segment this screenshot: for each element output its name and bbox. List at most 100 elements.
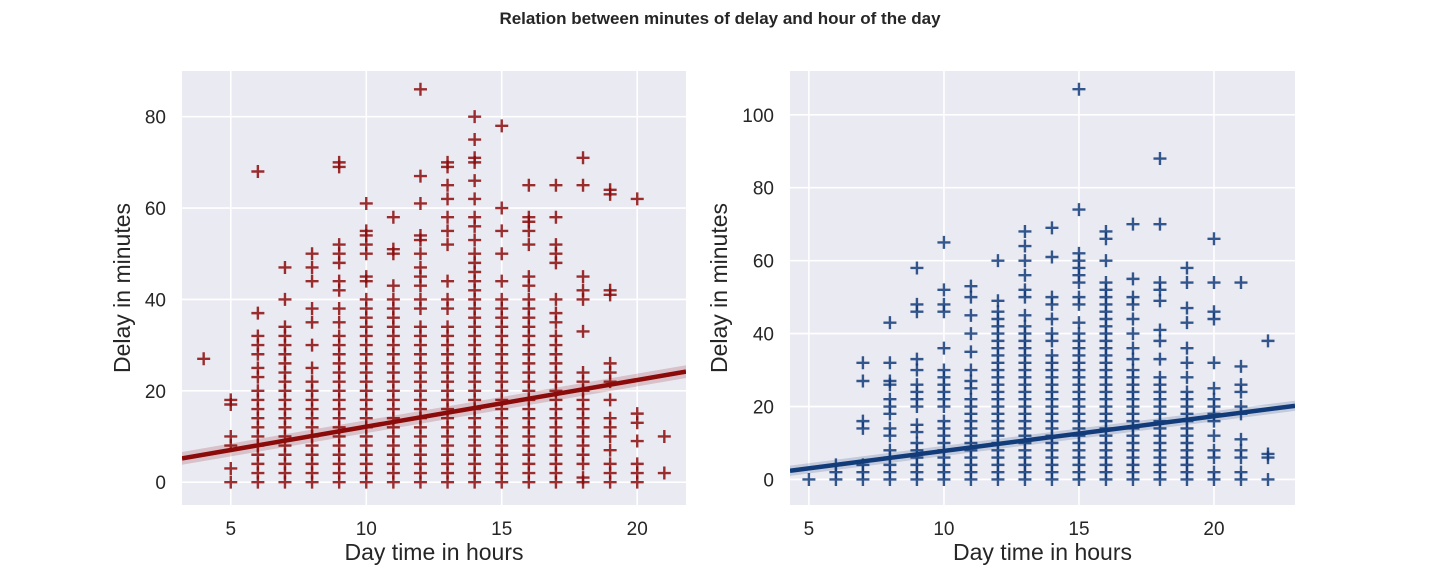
scatter-point (1180, 301, 1194, 315)
plot-background (790, 71, 1295, 505)
y-axis-label: Delay in minutes (706, 203, 732, 373)
trend-line (182, 369, 686, 461)
x-tick-label: 5 (804, 519, 815, 540)
scatter-point (883, 316, 897, 330)
scatter-point (468, 233, 482, 247)
scatter-point (495, 119, 509, 133)
scatter-point (1207, 356, 1221, 370)
scatter-point (1153, 294, 1167, 308)
scatter-point (305, 315, 319, 329)
scatter-point (630, 457, 644, 471)
scatter-point (937, 297, 951, 311)
y-tick-label: 60 (753, 252, 774, 273)
marks-layer (790, 82, 1295, 486)
scatter-point (468, 174, 482, 188)
scatter-point (883, 356, 897, 370)
scatter-point (910, 352, 924, 366)
scatter-point (1126, 352, 1140, 366)
scatter-point (1126, 363, 1140, 377)
scatter-point (359, 196, 373, 210)
scatter-point (1207, 305, 1221, 319)
scatter-point (359, 292, 373, 306)
y-tick-label: 20 (753, 398, 774, 419)
x-axis-label: Day time in hours (345, 539, 524, 565)
scatter-point (910, 436, 924, 450)
scatter-point (1045, 290, 1059, 304)
scatter-point (991, 294, 1005, 308)
scatter-point (495, 224, 509, 238)
scatter-point (305, 375, 319, 389)
scatter-point (251, 361, 265, 375)
scatter-point (332, 302, 346, 316)
scatter-point (441, 178, 455, 192)
scatter-point (1018, 319, 1032, 333)
scatter-point (1180, 261, 1194, 275)
scatter-point (305, 302, 319, 316)
scatter-point (413, 82, 427, 96)
scatter-point (1234, 432, 1248, 446)
scatter-point (1153, 334, 1167, 348)
scatter-point (964, 374, 978, 388)
scatter-point (991, 254, 1005, 268)
scatter-point (441, 292, 455, 306)
scatter-point (603, 443, 617, 457)
scatter-point (883, 374, 897, 388)
scatter-point (1099, 254, 1113, 268)
scatter-point (1207, 381, 1221, 395)
scatter-point (576, 471, 590, 485)
scatter-point (576, 178, 590, 192)
scatter-point (1180, 276, 1194, 290)
scatter-point (603, 411, 617, 425)
scatter-point (386, 210, 400, 224)
scatter-point (1126, 272, 1140, 286)
scatter-point (910, 261, 924, 275)
y-axis-label: Delay in minutes (109, 203, 135, 373)
x-tick-label: 10 (933, 519, 954, 540)
scatter-point (441, 224, 455, 238)
y-tick-label: 80 (753, 179, 774, 200)
scatter-point (549, 292, 563, 306)
scatter-point (441, 320, 455, 334)
scatter-point (1126, 217, 1140, 231)
scatter-point (1099, 276, 1113, 290)
scatter-point (468, 133, 482, 147)
scatter-point (495, 292, 509, 306)
scatter-point (1018, 268, 1032, 282)
scatter-point (441, 210, 455, 224)
scatter-point (1261, 472, 1275, 486)
scatter-point (937, 235, 951, 249)
scatter-point (1126, 327, 1140, 341)
x-tick-label: 20 (627, 519, 648, 540)
y-tick-label: 100 (742, 106, 774, 127)
scatter-point (1207, 392, 1221, 406)
scatter-point (224, 461, 238, 475)
scatter-point (1045, 312, 1059, 326)
scatter-point (522, 210, 536, 224)
scatter-point (657, 466, 671, 480)
scatter-point (937, 414, 951, 428)
scatter-point (468, 210, 482, 224)
scatter-point (522, 292, 536, 306)
scatter-point (251, 329, 265, 343)
x-tick-label: 20 (1203, 519, 1224, 540)
x-tick-label: 10 (356, 519, 377, 540)
scatter-point (576, 270, 590, 284)
scatter-point (603, 457, 617, 471)
scatter-point (549, 178, 563, 192)
scatter-point (332, 329, 346, 343)
scatter-point (883, 443, 897, 457)
scatter-point (468, 247, 482, 261)
scatter-point (657, 429, 671, 443)
scatter-point (964, 308, 978, 322)
scatter-point (1153, 352, 1167, 366)
right-scatter-panel: 5 10 15 20 0 20 40 60 80 100 Day time in hours Dela… (706, 71, 1295, 565)
scatter-point (1234, 443, 1248, 457)
scatter-point (1180, 385, 1194, 399)
scatter-point (386, 292, 400, 306)
y-tick-label: 20 (145, 382, 166, 403)
scatter-point (1234, 378, 1248, 392)
scatter-point (1180, 370, 1194, 384)
figure-title: Relation between minutes of delay and ho… (499, 9, 941, 28)
scatter-point (1207, 429, 1221, 443)
scatter-point (603, 356, 617, 370)
